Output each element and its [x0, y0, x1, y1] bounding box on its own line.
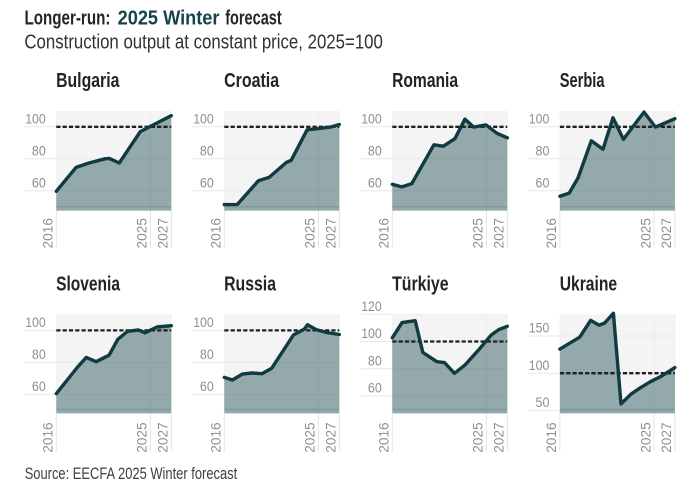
- svg-text:80: 80: [200, 347, 214, 362]
- svg-text:50: 50: [536, 395, 550, 410]
- svg-text:2025: 2025: [637, 422, 653, 453]
- svg-text:2027: 2027: [155, 422, 171, 453]
- svg-text:2025: 2025: [134, 218, 150, 249]
- svg-text:100: 100: [529, 358, 550, 373]
- svg-text:100: 100: [25, 315, 46, 330]
- svg-text:2025 Winter: 2025 Winter: [118, 6, 220, 29]
- svg-text:2016: 2016: [376, 422, 392, 453]
- svg-text:60: 60: [536, 175, 550, 190]
- svg-text:100: 100: [193, 315, 214, 330]
- svg-text:60: 60: [200, 379, 214, 394]
- svg-text:2025: 2025: [637, 218, 653, 249]
- svg-text:Longer-run:: Longer-run:: [24, 6, 110, 29]
- svg-text:2027: 2027: [323, 218, 339, 249]
- svg-text:80: 80: [32, 347, 46, 362]
- svg-text:2027: 2027: [491, 422, 507, 453]
- svg-text:60: 60: [368, 381, 382, 396]
- svg-text:Türkiye: Türkiye: [392, 274, 449, 296]
- svg-text:Russia: Russia: [224, 274, 276, 296]
- svg-text:2016: 2016: [543, 218, 559, 249]
- svg-text:60: 60: [368, 175, 382, 190]
- svg-text:100: 100: [193, 111, 214, 126]
- svg-text:2016: 2016: [376, 218, 392, 249]
- svg-text:2025: 2025: [302, 422, 318, 453]
- svg-text:100: 100: [529, 111, 550, 126]
- svg-text:100: 100: [25, 111, 46, 126]
- svg-text:60: 60: [32, 175, 46, 190]
- svg-text:Romania: Romania: [392, 70, 459, 92]
- svg-text:Bulgaria: Bulgaria: [56, 70, 120, 92]
- svg-text:2027: 2027: [155, 218, 171, 249]
- svg-text:80: 80: [368, 353, 382, 368]
- svg-text:2025: 2025: [470, 422, 486, 453]
- svg-text:120: 120: [361, 299, 382, 314]
- svg-text:Source: EECFA 2025 Winter fore: Source: EECFA 2025 Winter forecast: [25, 464, 238, 483]
- svg-text:Ukraine: Ukraine: [560, 274, 617, 296]
- svg-text:150: 150: [529, 321, 550, 336]
- svg-text:2016: 2016: [40, 218, 56, 249]
- svg-text:2016: 2016: [208, 422, 224, 453]
- svg-text:2025: 2025: [302, 218, 318, 249]
- svg-text:2016: 2016: [40, 422, 56, 453]
- svg-text:2025: 2025: [470, 218, 486, 249]
- svg-text:2016: 2016: [543, 422, 559, 453]
- svg-text:Slovenia: Slovenia: [56, 274, 120, 296]
- svg-text:80: 80: [368, 143, 382, 158]
- svg-text:80: 80: [200, 143, 214, 158]
- svg-text:2027: 2027: [658, 422, 674, 453]
- svg-text:100: 100: [361, 111, 382, 126]
- svg-text:2027: 2027: [658, 218, 674, 249]
- svg-text:Construction output at constan: Construction output at constant price, 2…: [24, 31, 383, 54]
- svg-text:forecast: forecast: [225, 6, 282, 29]
- svg-text:2025: 2025: [134, 422, 150, 453]
- svg-text:60: 60: [32, 379, 46, 394]
- svg-text:Croatia: Croatia: [224, 70, 280, 92]
- svg-text:100: 100: [361, 326, 382, 341]
- svg-text:80: 80: [536, 143, 550, 158]
- svg-text:2016: 2016: [208, 218, 224, 249]
- svg-text:60: 60: [200, 175, 214, 190]
- svg-text:80: 80: [32, 143, 46, 158]
- svg-text:Serbia: Serbia: [560, 70, 605, 92]
- svg-text:2027: 2027: [491, 218, 507, 249]
- svg-text:2027: 2027: [323, 422, 339, 453]
